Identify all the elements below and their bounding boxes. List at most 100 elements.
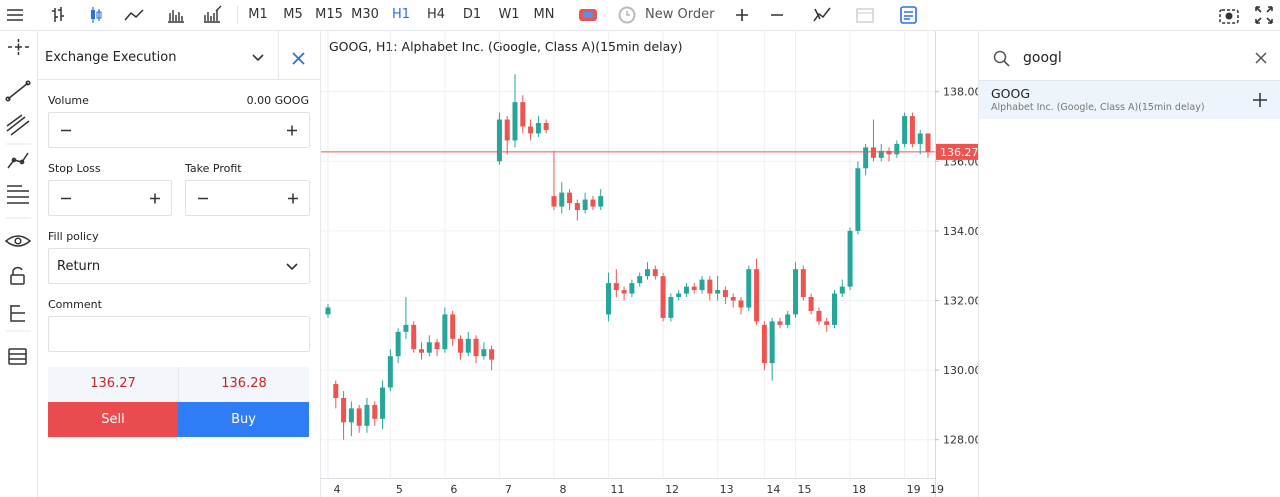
price-label-bg — [936, 143, 978, 160]
buy-button[interactable]: Buy — [178, 402, 309, 437]
tool-icons[interactable] — [812, 5, 922, 25]
candle-body — [824, 321, 830, 325]
candle-body — [621, 290, 627, 294]
candle-body — [637, 276, 643, 284]
trade-button[interactable] — [578, 7, 598, 23]
candle-body — [691, 286, 697, 291]
candle-body — [925, 133, 931, 152]
stepper[interactable] — [59, 192, 163, 205]
sell-button[interactable]: Sell — [48, 402, 178, 437]
comment-label: Comment — [48, 298, 102, 311]
candle-body — [426, 342, 432, 353]
candle-body — [419, 349, 425, 353]
panel-title: Exchange Execution — [45, 50, 177, 65]
search-result[interactable]: GOOG Alphabet Inc. (Google, Class A)(15mi… — [979, 81, 1280, 119]
timeframe-button[interactable]: M30 — [351, 7, 379, 22]
new-order-button[interactable]: New Order — [645, 7, 715, 22]
candle-body — [715, 290, 721, 294]
candle-body — [496, 119, 502, 162]
zoom-buttons[interactable] — [733, 6, 787, 24]
candle-body — [707, 279, 713, 294]
close-panel-button[interactable] — [292, 52, 305, 65]
candle-body — [863, 147, 869, 169]
result-description: Alphabet Inc. (Google, Class A)(15min de… — [991, 102, 1205, 113]
chart-title: GOOG, H1: Alphabet Inc. (Google, Class A… — [329, 39, 683, 54]
timeframe-button[interactable]: M1 — [248, 7, 268, 22]
indicators-button[interactable] — [203, 5, 225, 25]
candle-body — [512, 102, 518, 141]
x-tick-label: 14 — [766, 483, 780, 496]
timeframe-button[interactable]: D1 — [462, 7, 482, 22]
candle-body — [356, 408, 362, 426]
candle-body — [535, 123, 541, 134]
candle-body — [504, 119, 510, 141]
menu-button[interactable] — [6, 7, 24, 23]
candle-body — [722, 290, 728, 298]
candle-body — [411, 324, 417, 350]
bid-price: 136.27 — [90, 376, 136, 391]
x-tick-label: 18 — [852, 483, 866, 496]
dropdown-arrow[interactable] — [251, 53, 265, 63]
candle-body — [847, 230, 853, 287]
volume-input[interactable] — [48, 112, 310, 148]
timeframe-button[interactable]: MN — [533, 7, 555, 22]
fill-policy-select[interactable]: Return — [48, 248, 310, 284]
candle-body — [364, 404, 370, 426]
take-profit-input[interactable] — [185, 180, 310, 216]
candle-body — [831, 293, 837, 325]
candle-body — [528, 126, 534, 134]
candle-body — [325, 307, 331, 315]
timeframe-button[interactable]: H1 — [391, 7, 411, 22]
candle-body — [590, 199, 596, 207]
window-icons[interactable] — [1218, 5, 1278, 25]
candle-body — [606, 283, 612, 315]
price-label: 136.27 — [940, 146, 978, 159]
search-input[interactable]: googl — [1023, 50, 1062, 66]
candle-body — [333, 384, 339, 398]
separator — [237, 6, 238, 24]
candle-body — [785, 314, 791, 325]
timeframe-button[interactable]: M5 — [283, 7, 303, 22]
candle-body — [465, 338, 471, 353]
candle-body — [902, 116, 908, 144]
candle-body — [551, 196, 557, 207]
fill-policy-label: Fill policy — [48, 230, 99, 243]
x-tick-label: 15 — [798, 483, 812, 496]
result-symbol: GOOG — [991, 86, 1031, 101]
candle-body — [769, 321, 775, 364]
stop-loss-input[interactable] — [48, 180, 172, 216]
candle-body — [559, 192, 565, 207]
candle-body — [348, 408, 354, 423]
candle-body — [793, 269, 799, 315]
x-tick-label: 11 — [611, 483, 625, 496]
drawing-tools[interactable] — [0, 31, 37, 371]
x-tick-label: 4 — [334, 483, 341, 496]
symbol-search-panel: googl GOOG Alphabet Inc. (Google, Class A… — [978, 31, 1280, 497]
order-panel: Exchange Execution Volume 0.00 GOOG Stop… — [38, 31, 321, 497]
timeframe-button[interactable]: W1 — [498, 7, 520, 22]
timeframe-button[interactable]: H4 — [426, 7, 446, 22]
y-tick-label: 128.00 — [943, 434, 978, 447]
timeframe-button[interactable]: M15 — [315, 7, 343, 22]
candle-body — [613, 283, 619, 291]
x-tick-label: 7 — [505, 483, 512, 496]
candle-body — [567, 192, 573, 204]
chart-type-icons[interactable] — [52, 5, 202, 25]
candle-body — [387, 356, 393, 388]
candle-body — [442, 314, 448, 350]
clear-search-button[interactable] — [1255, 52, 1267, 64]
candle-body — [855, 168, 861, 231]
new-order-icon — [618, 6, 636, 24]
candle-body — [800, 269, 806, 298]
candle-body — [372, 404, 378, 419]
ask-price: 136.28 — [221, 376, 267, 391]
candle-body — [450, 314, 456, 339]
comment-input[interactable] — [48, 316, 310, 352]
take-profit-label: Take Profit — [185, 162, 242, 175]
candle-body — [660, 276, 666, 318]
stepper[interactable] — [59, 124, 299, 137]
add-symbol-button[interactable] — [1253, 93, 1267, 107]
candle-body — [629, 283, 635, 294]
stepper[interactable] — [196, 192, 300, 205]
